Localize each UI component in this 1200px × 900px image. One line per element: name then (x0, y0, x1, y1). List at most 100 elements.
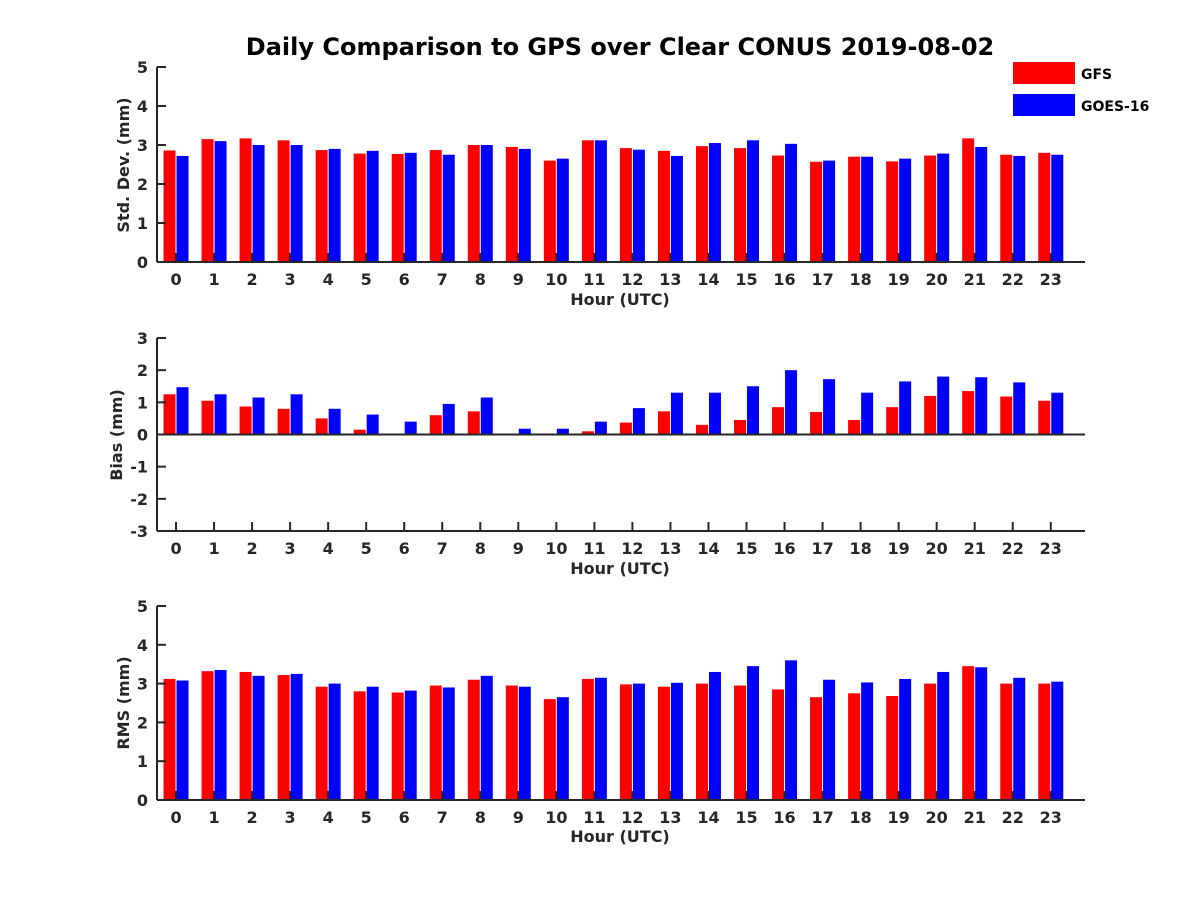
stddev-xtick-label: 5 (361, 270, 372, 289)
rms-bar-goes16-21 (975, 667, 988, 800)
bias-bar-gfs-2 (239, 406, 252, 435)
legend-swatch-goes16 (1013, 94, 1075, 116)
bias-xtick-label: 21 (964, 539, 986, 558)
rms-bar-gfs-9 (505, 685, 518, 800)
bias-bar-gfs-21 (962, 391, 975, 435)
bias-xtick-label: 4 (323, 539, 334, 558)
stddev-bar-goes16-0 (176, 155, 189, 262)
stddev-bar-gfs-4 (315, 150, 328, 262)
stddev-bar-gfs-23 (1038, 152, 1051, 262)
bias-bar-goes16-18 (861, 392, 874, 435)
rms-xtick-label: 1 (208, 808, 219, 827)
stddev-bar-goes16-16 (785, 143, 798, 262)
bias-xtick-label: 7 (437, 539, 448, 558)
rms-ytick-label: 1 (137, 752, 148, 771)
bias-bar-gfs-1 (201, 400, 214, 435)
stddev-bar-goes16-11 (594, 140, 607, 262)
bias-bar-gfs-20 (924, 395, 937, 435)
stddev-xtick-label: 18 (849, 270, 871, 289)
stddev-bar-gfs-11 (581, 140, 594, 262)
bias-ytick-label: 0 (137, 426, 148, 445)
stddev-bar-gfs-16 (772, 155, 785, 262)
stddev-bar-gfs-22 (1000, 154, 1013, 262)
stddev-xtick-label: 1 (208, 270, 219, 289)
bias-xtick-label: 10 (545, 539, 567, 558)
rms-xtick-label: 17 (811, 808, 833, 827)
rms-xtick-label: 22 (1002, 808, 1024, 827)
rms-xtick-label: 8 (475, 808, 486, 827)
stddev-xlabel: Hour (UTC) (570, 290, 670, 309)
rms-bar-gfs-15 (734, 685, 747, 800)
bias-bar-goes16-5 (366, 414, 379, 435)
stddev-xtick-label: 4 (323, 270, 334, 289)
bias-ytick-label: 3 (137, 329, 148, 348)
stddev-bar-goes16-12 (632, 149, 645, 262)
bias-bar-gfs-7 (429, 415, 442, 435)
rms-bar-gfs-20 (924, 683, 937, 800)
rms-xtick-label: 16 (773, 808, 795, 827)
bias-bar-goes16-20 (937, 376, 950, 435)
bias-xtick-label: 0 (170, 539, 181, 558)
stddev-bar-gfs-13 (657, 150, 670, 262)
stddev-bar-goes16-14 (708, 143, 721, 262)
rms-bar-goes16-14 (708, 671, 721, 800)
bias-xtick-label: 18 (849, 539, 871, 558)
rms-xtick-label: 7 (437, 808, 448, 827)
stddev-ytick-label: 4 (137, 97, 148, 116)
stddev-bar-goes16-17 (823, 160, 836, 262)
stddev-bar-gfs-5 (353, 153, 366, 262)
stddev-bar-gfs-14 (695, 146, 708, 262)
stddev-bar-goes16-3 (290, 145, 303, 262)
stddev-xtick-label: 11 (583, 270, 605, 289)
bias-bar-gfs-4 (315, 418, 328, 435)
rms-bar-goes16-8 (480, 675, 493, 800)
bias-bar-gfs-16 (772, 407, 785, 435)
rms-ytick-label: 3 (137, 675, 148, 694)
rms-bar-goes16-5 (366, 686, 379, 800)
stddev-xtick-label: 15 (735, 270, 757, 289)
bias-xtick-label: 13 (659, 539, 681, 558)
rms-bar-goes16-10 (556, 697, 569, 800)
legend: GFS GOES-16 (1013, 62, 1149, 116)
rms-ytick-label: 2 (137, 713, 148, 732)
bias-xtick-label: 9 (513, 539, 524, 558)
stddev-bar-gfs-3 (277, 140, 290, 262)
rms-bar-gfs-18 (848, 693, 861, 800)
rms-xtick-label: 19 (888, 808, 910, 827)
rms-bar-goes16-9 (518, 686, 531, 800)
bias-xtick-label: 1 (208, 539, 219, 558)
stddev-xtick-label: 9 (513, 270, 524, 289)
rms-bar-goes16-12 (632, 683, 645, 800)
stddev-bar-goes16-8 (480, 145, 493, 262)
bias-ytick-label: -3 (130, 522, 148, 541)
bias-bar-gfs-22 (1000, 396, 1013, 435)
rms-xtick-label: 5 (361, 808, 372, 827)
stddev-xtick-label: 3 (285, 270, 296, 289)
stddev-bar-goes16-20 (937, 153, 950, 262)
stddev-xtick-label: 21 (964, 270, 986, 289)
stddev-xtick-label: 6 (399, 270, 410, 289)
rms-xtick-label: 13 (659, 808, 681, 827)
rms-bar-gfs-16 (772, 689, 785, 800)
rms-bar-goes16-19 (899, 678, 912, 800)
bias-bar-goes16-15 (747, 386, 760, 435)
bias-bar-goes16-17 (823, 379, 836, 435)
rms-xtick-label: 15 (735, 808, 757, 827)
stddev-xtick-label: 7 (437, 270, 448, 289)
bias-bar-goes16-8 (480, 397, 493, 435)
stddev-xtick-label: 23 (1040, 270, 1062, 289)
stddev-bar-goes16-6 (404, 152, 417, 262)
bias-xtick-label: 11 (583, 539, 605, 558)
legend-swatch-gfs (1013, 62, 1075, 84)
bias-bar-goes16-0 (176, 387, 189, 435)
bias-xtick-label: 22 (1002, 539, 1024, 558)
bias-bar-gfs-3 (277, 408, 290, 435)
bias-xtick-label: 19 (888, 539, 910, 558)
rms-bar-goes16-6 (404, 690, 417, 800)
stddev-xtick-label: 14 (697, 270, 719, 289)
stddev-bar-gfs-9 (505, 146, 518, 262)
stddev-bar-gfs-7 (429, 150, 442, 262)
bias-bar-goes16-22 (1013, 382, 1026, 435)
